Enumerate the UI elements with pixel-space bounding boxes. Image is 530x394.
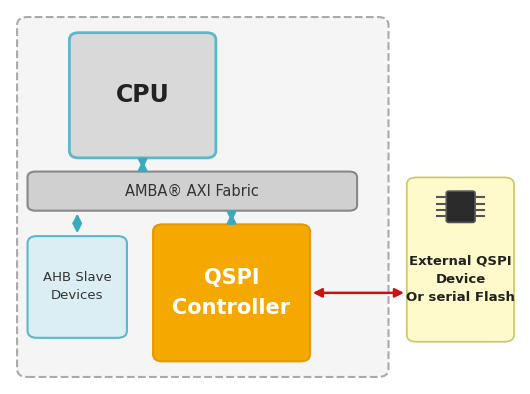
FancyBboxPatch shape	[28, 171, 357, 211]
Text: AHB Slave
Devices: AHB Slave Devices	[43, 271, 112, 303]
FancyBboxPatch shape	[446, 191, 475, 223]
Text: External QSPI
Device
Or serial Flash: External QSPI Device Or serial Flash	[406, 255, 515, 304]
FancyBboxPatch shape	[17, 17, 388, 377]
Text: CPU: CPU	[116, 83, 170, 107]
FancyBboxPatch shape	[407, 177, 514, 342]
Text: QSPI
Controller: QSPI Controller	[172, 268, 290, 318]
FancyBboxPatch shape	[153, 225, 310, 361]
Text: AMBA® AXI Fabric: AMBA® AXI Fabric	[126, 184, 259, 199]
FancyBboxPatch shape	[28, 236, 127, 338]
FancyBboxPatch shape	[69, 33, 216, 158]
